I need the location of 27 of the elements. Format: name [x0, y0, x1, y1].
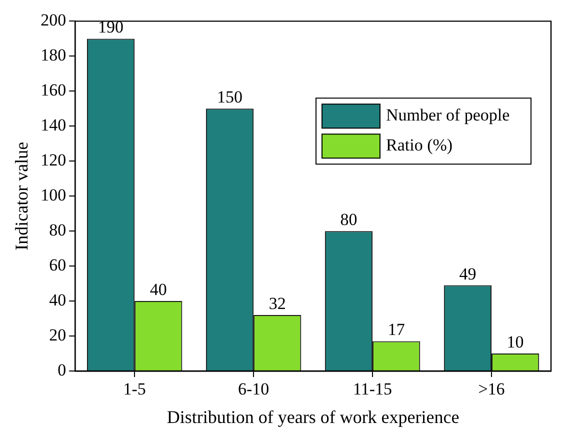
data-label: 49: [459, 264, 476, 284]
data-label: 40: [150, 280, 167, 300]
x-tick-label: 1-5: [123, 380, 146, 399]
y-tick-label: 140: [40, 116, 66, 135]
legend-label: Ratio (%): [386, 136, 453, 155]
y-tick-label: 160: [40, 80, 66, 100]
data-label: 17: [388, 320, 406, 340]
legend-label: Number of people: [386, 106, 510, 125]
x-tick-label: 6-10: [238, 380, 270, 399]
y-tick-label: 180: [40, 46, 66, 65]
y-tick-label: 20: [49, 325, 66, 344]
y-tick-label: 80: [49, 220, 66, 240]
y-tick-label: 40: [49, 290, 66, 310]
data-label: 190: [98, 18, 124, 37]
y-axis-title: Indicator value: [12, 142, 32, 250]
data-label: 10: [506, 332, 524, 352]
y-tick-label: 100: [40, 186, 66, 205]
x-tick-label: >16: [478, 380, 505, 399]
y-tick-label: 200: [40, 10, 66, 30]
y-tick-label: 120: [40, 150, 66, 170]
data-label: 32: [268, 294, 286, 313]
y-tick-label: 60: [49, 256, 66, 275]
x-tick-label: 11-15: [353, 380, 392, 399]
data-label: 150: [217, 88, 243, 107]
y-tick-label: 0: [58, 360, 66, 380]
x-axis-title: Distribution of years of work experience: [166, 406, 460, 427]
data-label: 80: [340, 210, 358, 230]
